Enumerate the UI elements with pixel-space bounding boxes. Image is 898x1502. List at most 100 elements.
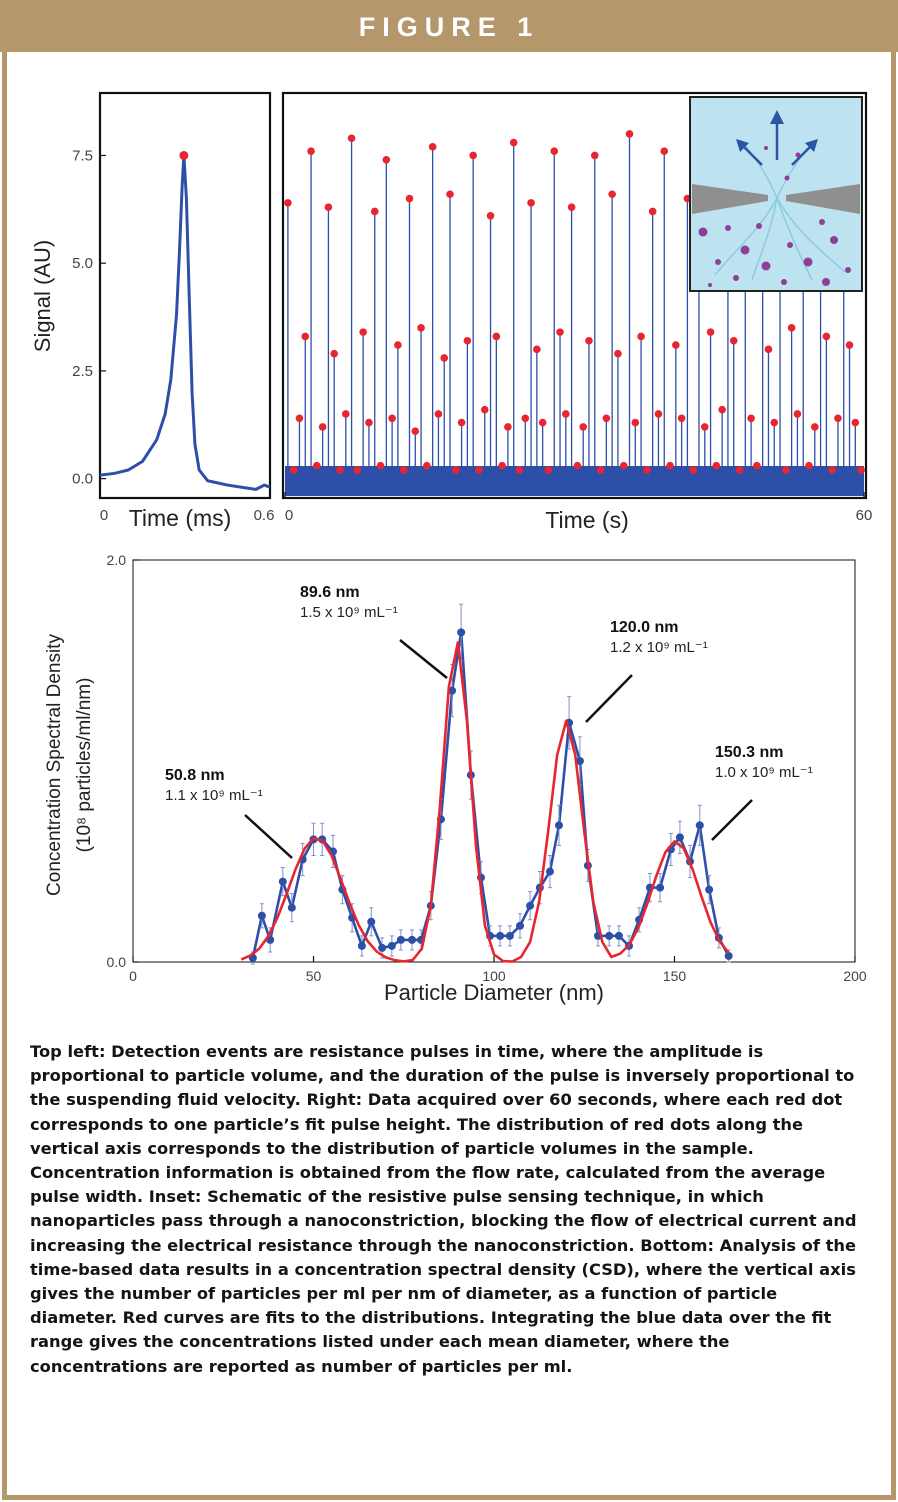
- x-tick-label: 0: [129, 968, 137, 984]
- event-dot: [585, 336, 593, 345]
- event-dot: [579, 423, 587, 431]
- event-dot: [567, 203, 576, 211]
- data-line: [240, 641, 730, 963]
- event-dot: [857, 466, 865, 474]
- event-dot: [330, 349, 339, 358]
- event-dot: [405, 194, 414, 203]
- event-dot: [573, 461, 582, 470]
- event-dot: [457, 418, 466, 427]
- plot-frame: [281, 91, 868, 500]
- event-dot: [509, 138, 518, 147]
- event-dot: [672, 341, 680, 349]
- event-dot: [735, 466, 744, 474]
- event-dot: [625, 130, 634, 138]
- data-point: [287, 903, 296, 912]
- x-tick-label: 0: [100, 507, 108, 524]
- event-dot: [648, 207, 657, 216]
- data-point: [378, 943, 387, 952]
- event-dot: [654, 410, 663, 418]
- event-dot: [562, 410, 570, 418]
- event-dot: [504, 423, 512, 431]
- event-dot: [712, 461, 721, 470]
- event-dot: [596, 466, 605, 474]
- data-point: [675, 833, 684, 842]
- event-dot: [845, 341, 854, 349]
- y-tick-label: 0.0: [107, 954, 127, 970]
- data-point: [605, 931, 614, 940]
- event-dot: [550, 147, 559, 155]
- figure-title: FIGURE 1: [359, 12, 540, 42]
- inset-schematic: [689, 96, 863, 292]
- event-dot: [521, 414, 530, 423]
- event-dot: [480, 405, 489, 414]
- event-dot: [498, 461, 506, 470]
- data-point: [515, 921, 524, 930]
- event-dot: [538, 418, 547, 427]
- event-dot: [631, 418, 640, 427]
- x-tick-label: 0: [285, 507, 293, 524]
- event-dot: [307, 147, 315, 155]
- event-dot: [770, 418, 779, 427]
- event-dot: [295, 414, 304, 423]
- event-dot: [347, 134, 356, 143]
- data-point: [724, 951, 733, 960]
- data-point: [457, 628, 466, 637]
- event-dot: [301, 332, 310, 341]
- event-dot: [851, 418, 860, 427]
- event-dot: [324, 203, 333, 211]
- annotation-text: 1.0 x 10⁹ mL⁻¹: [715, 764, 813, 781]
- event-dot: [764, 345, 773, 354]
- event-dot: [515, 466, 524, 474]
- event-dot: [394, 341, 402, 349]
- event-dot: [376, 461, 385, 470]
- event-dot: [637, 332, 645, 341]
- x-tick-label: 50: [306, 968, 322, 984]
- event-dot: [492, 332, 501, 341]
- data-point: [408, 935, 417, 944]
- event-dot: [729, 336, 738, 345]
- data-point: [179, 150, 189, 160]
- csd-chart: 0.0 2.0 0 50 100 150 200 Particle Diameter (nm)…: [44, 552, 867, 1005]
- data-line: [99, 153, 271, 491]
- event-dot: [614, 349, 622, 358]
- x-tick-label: 200: [843, 968, 867, 984]
- event-dot: [382, 155, 391, 164]
- frame-right: [891, 0, 896, 1500]
- event-dot: [782, 466, 790, 474]
- event-dot: [706, 328, 715, 336]
- event-dot: [399, 466, 408, 474]
- caption: Top left: Detection events are resistanc…: [30, 1042, 857, 1376]
- annotation-label: 120.0 nm: [610, 619, 678, 636]
- header-bar: [0, 0, 898, 52]
- event-dot: [336, 466, 344, 474]
- data-point: [396, 935, 405, 944]
- event-dot: [440, 354, 449, 362]
- event-dot: [446, 190, 454, 199]
- annotation-text: 1.5 x 10⁹ mL⁻¹: [300, 604, 398, 621]
- event-dot: [805, 461, 813, 470]
- noise-band: [285, 466, 864, 496]
- data-point: [695, 821, 704, 830]
- event-dot: [608, 190, 616, 199]
- event-dot: [619, 461, 628, 470]
- annotation-label: 150.3 nm: [715, 744, 783, 761]
- x-tick-label: 100: [482, 968, 506, 984]
- y-axis-label: (10⁸ particles/ml/nm): [74, 678, 95, 853]
- event-dot: [602, 414, 611, 423]
- data-point: [656, 883, 665, 892]
- data-point: [614, 931, 623, 940]
- constriction-right: [786, 184, 860, 214]
- x-axis-label: Time (s): [545, 507, 628, 533]
- event-dot: [388, 414, 396, 423]
- annotation-text: 1.2 x 10⁹ mL⁻¹: [610, 639, 708, 656]
- annotation-pointer: [585, 674, 633, 723]
- event-dot: [556, 328, 564, 336]
- data-point: [505, 931, 514, 940]
- frame-left: [2, 0, 7, 1500]
- event-dot: [417, 324, 425, 332]
- event-dot: [411, 427, 420, 436]
- y-tick-label: 0.0: [72, 471, 93, 488]
- event-dot: [718, 405, 726, 414]
- y-tick-label: 2.0: [107, 552, 127, 568]
- event-dot: [365, 418, 373, 427]
